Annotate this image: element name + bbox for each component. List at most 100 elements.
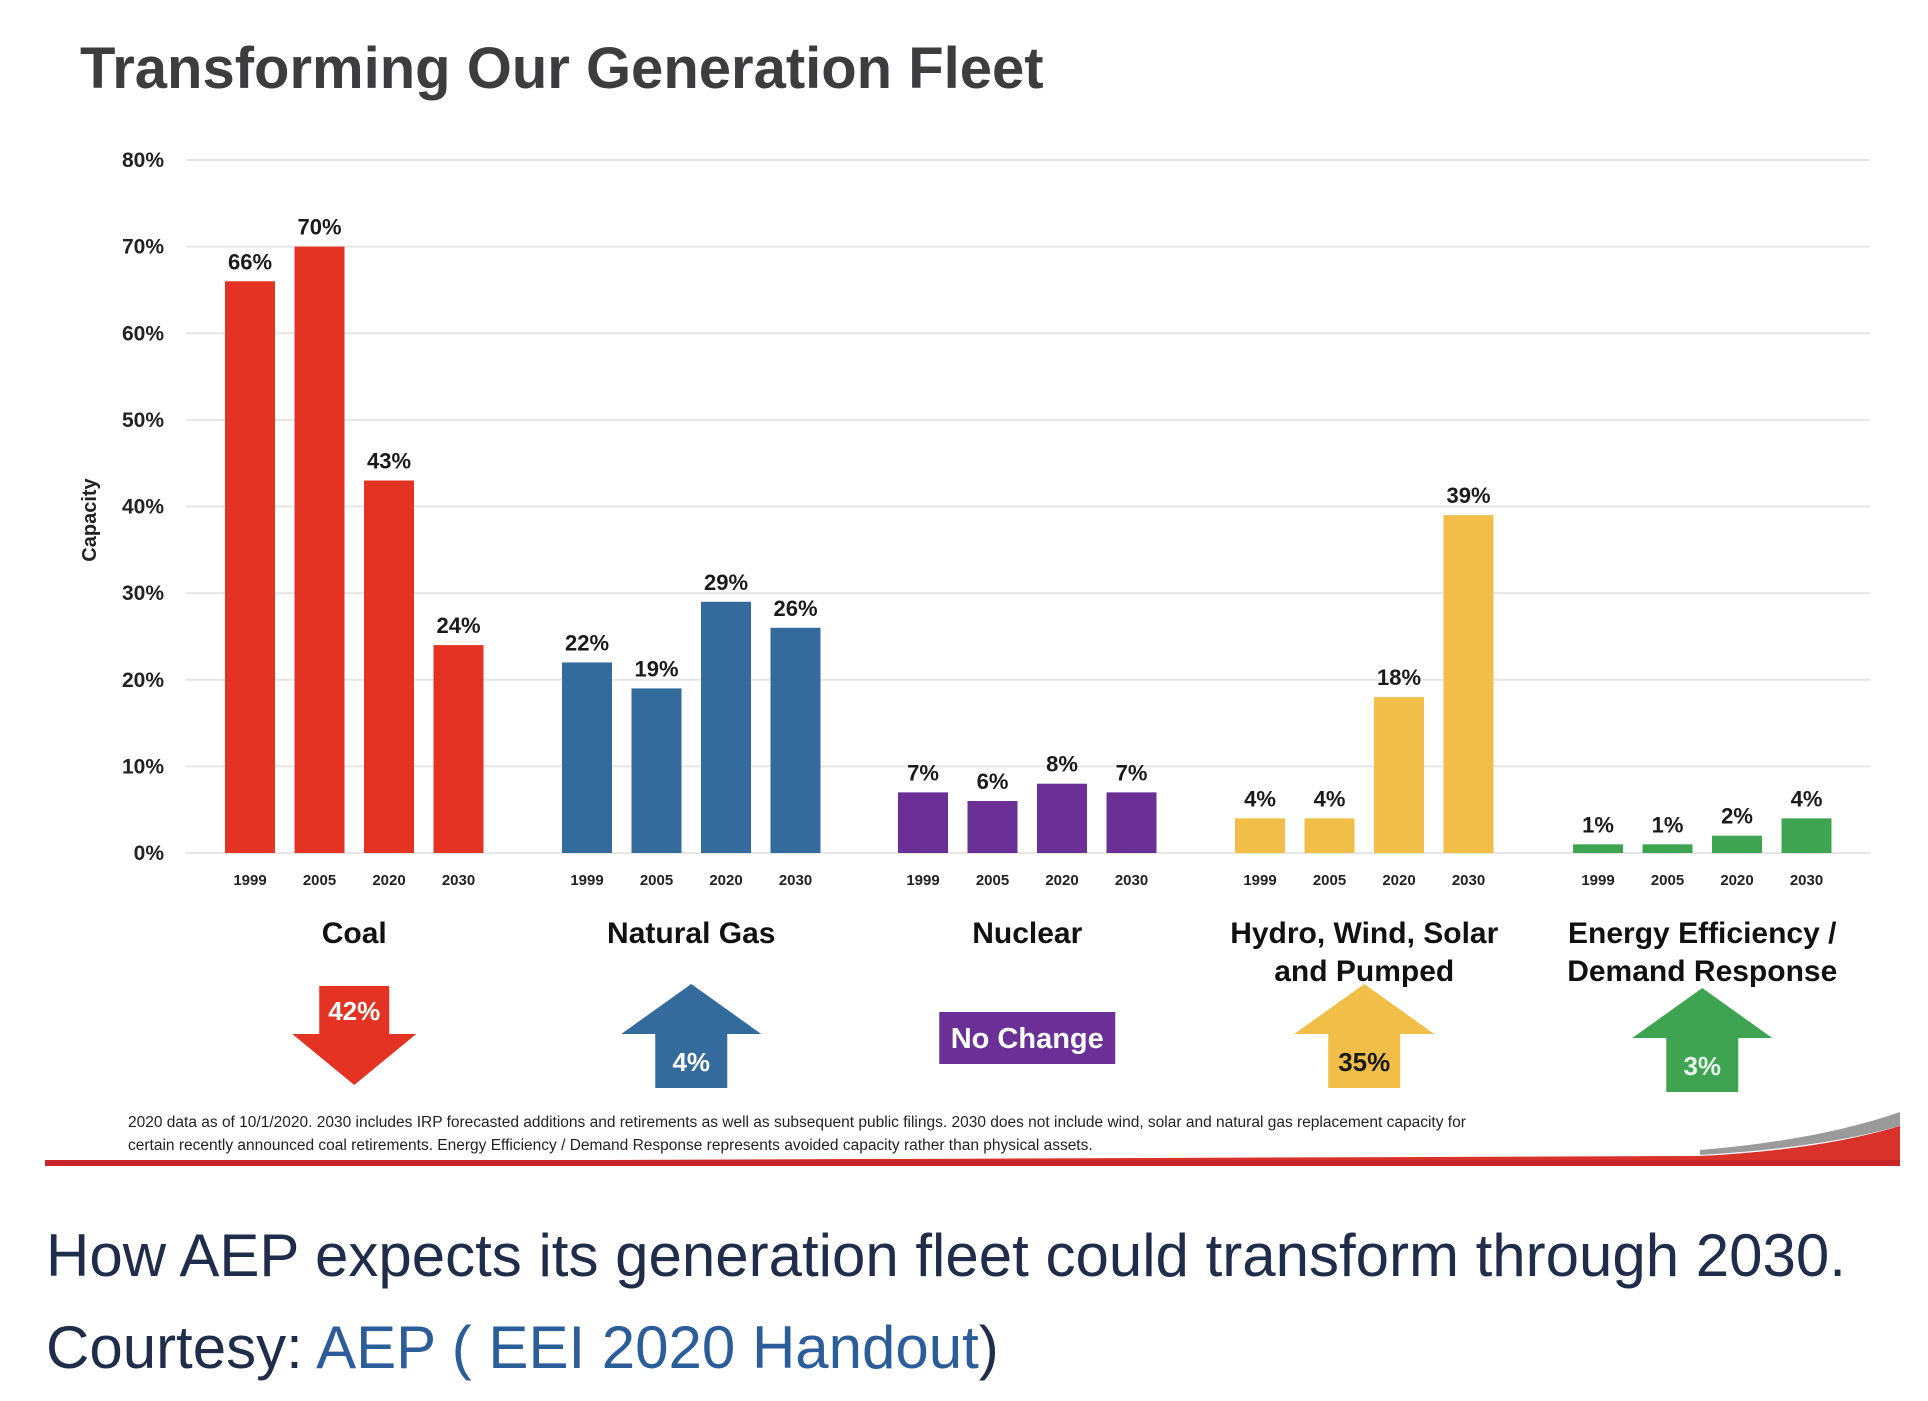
footer-swoosh-decoration [45, 1112, 1900, 1166]
bar [1374, 697, 1424, 853]
bar [770, 627, 821, 853]
bars [225, 246, 1832, 853]
chart-title: Transforming Our Generation Fleet [80, 36, 1044, 101]
red-swoosh [45, 1126, 1900, 1162]
bar [631, 688, 682, 853]
bar [1106, 792, 1157, 853]
no-change-label: No Change [951, 1023, 1104, 1055]
up-arrow-icon [1294, 984, 1435, 1088]
bar-value-label: 4% [1314, 786, 1346, 811]
up-arrow-icon [621, 984, 762, 1088]
bar-value-label: 4% [1244, 786, 1276, 811]
x-tick-year-label: 2005 [976, 872, 1009, 889]
x-tick-year-label: 2020 [1720, 872, 1753, 889]
y-axis-ticks: 0% 10% 20% 30% 40% 50% 60% 70% 80% [122, 149, 164, 865]
y-tick-label: 40% [122, 496, 164, 519]
bar-value-label: 6% [977, 769, 1009, 794]
bar [967, 801, 1018, 853]
x-tick-year-label: 2020 [372, 872, 405, 889]
bar [1712, 835, 1762, 853]
bar [1781, 818, 1832, 853]
bar [1642, 844, 1693, 853]
bar-value-label: 18% [1377, 665, 1421, 690]
x-tick-year-label: 2020 [1045, 872, 1078, 889]
y-tick-label: 70% [122, 236, 164, 259]
category-labels: Coal Natural Gas Nuclear Hydro, Wind, Solar… [322, 917, 1838, 988]
category-label: Nuclear [972, 917, 1082, 950]
bar-value-label: 7% [1116, 760, 1148, 785]
bar-value-label: 66% [228, 249, 272, 274]
data-labels: 66% 70% 43% 24% 22% 19% 29% 26% 7% 6% 8% 7% 4% 4% 18% 3… [228, 215, 1822, 838]
category-label: Energy Efficiency / [1568, 917, 1837, 950]
caption-text: How AEP expects its generation fleet cou… [46, 1222, 1846, 1381]
category-label: Demand Response [1567, 955, 1837, 988]
x-tick-year-label: 2030 [779, 872, 812, 889]
down-arrow-icon [292, 986, 417, 1085]
red-rule [45, 1160, 1900, 1166]
bar-value-label: 26% [773, 596, 817, 621]
bar-value-label: 22% [565, 630, 609, 655]
bar-value-label: 1% [1652, 812, 1684, 837]
bar-value-label: 24% [436, 613, 480, 638]
bar-value-label: 2% [1721, 804, 1753, 829]
x-tick-year-label: 1999 [1243, 872, 1276, 889]
y-tick-label: 60% [122, 322, 164, 345]
bar-value-label: 19% [634, 656, 678, 681]
change-value-label: 35% [1338, 1047, 1390, 1077]
gray-swoosh [1700, 1112, 1900, 1155]
footnote-line: 2020 data as of 10/1/2020. 2030 includes… [128, 1114, 1466, 1131]
x-tick-year-label: 1999 [906, 872, 939, 889]
bar-value-label: 43% [367, 449, 411, 474]
x-tick-year-label: 2020 [1382, 872, 1415, 889]
bar [701, 601, 751, 853]
bar [1235, 818, 1285, 853]
image-caption: How AEP expects its generation fleet cou… [46, 1210, 1906, 1394]
category-label: Coal [322, 917, 387, 950]
bar-value-label: 29% [704, 570, 748, 595]
x-tick-year-label: 2005 [1313, 872, 1346, 889]
y-tick-label: 10% [122, 755, 164, 778]
x-tick-year-label: 2005 [303, 872, 336, 889]
chart-slide: Transforming Our Generation Fleet 0% 10% 2… [45, 36, 1900, 1166]
category-label: and Pumped [1274, 955, 1454, 988]
x-axis-year-labels: 1999 2005 2020 2030 1999 2005 2020 2030 1999 2005… [233, 872, 1823, 889]
bar [898, 792, 948, 853]
category-label: Natural Gas [607, 917, 775, 950]
bar-value-label: 70% [297, 215, 341, 240]
x-tick-year-label: 2030 [1452, 872, 1485, 889]
bar-value-label: 39% [1446, 483, 1490, 508]
change-value-label: 4% [672, 1047, 710, 1077]
bar [1573, 844, 1623, 853]
caption-trailing: ) [978, 1314, 999, 1381]
no-change-badge [939, 1012, 1116, 1064]
change-value-label: 3% [1683, 1051, 1721, 1081]
x-tick-year-label: 2030 [442, 872, 475, 889]
y-tick-label: 50% [122, 409, 164, 432]
change-indicators: 42% 4% No Change 35% 3% [292, 984, 1773, 1092]
bar-value-label: 4% [1791, 786, 1823, 811]
x-tick-year-label: 1999 [233, 872, 266, 889]
bar [562, 662, 612, 853]
bar-value-label: 1% [1582, 812, 1614, 837]
generation-fleet-chart: Transforming Our Generation Fleet 0% 10% 2… [45, 36, 1900, 1166]
change-value-label: 42% [328, 996, 380, 1026]
bar [225, 281, 275, 853]
bar [294, 246, 345, 853]
x-tick-year-label: 1999 [570, 872, 603, 889]
bar [433, 645, 484, 853]
up-arrow-icon [1632, 988, 1773, 1092]
x-tick-year-label: 2020 [709, 872, 742, 889]
footnote: 2020 data as of 10/1/2020. 2030 includes… [128, 1114, 1466, 1154]
y-tick-label: 30% [122, 582, 164, 605]
caption-source-link[interactable]: AEP ( EEI 2020 Handout [316, 1314, 979, 1381]
x-tick-year-label: 1999 [1581, 872, 1614, 889]
x-tick-year-label: 2030 [1115, 872, 1148, 889]
y-tick-label: 20% [122, 669, 164, 692]
y-tick-label: 0% [134, 842, 165, 865]
x-tick-year-label: 2005 [1651, 872, 1684, 889]
bar-value-label: 7% [907, 760, 939, 785]
bar [1443, 515, 1494, 853]
x-tick-year-label: 2030 [1790, 872, 1823, 889]
y-axis-label: Capacity [79, 477, 101, 561]
y-tick-label: 80% [122, 149, 164, 172]
